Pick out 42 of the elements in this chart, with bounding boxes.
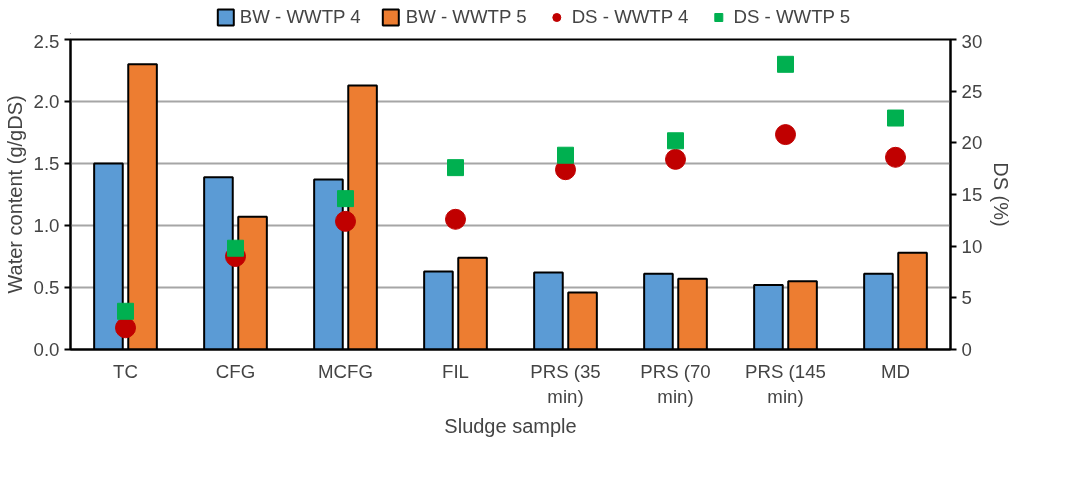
x-tick-label: PRS (145 min)	[745, 360, 826, 407]
x-tick-label: CFG	[215, 360, 256, 382]
point	[115, 317, 136, 339]
point	[775, 124, 796, 146]
point	[777, 55, 794, 73]
point	[445, 208, 466, 230]
point	[557, 146, 574, 164]
x-tick-label: TC	[113, 360, 138, 382]
x-tick-label: PRS (70 min)	[640, 360, 711, 407]
y-tick-label: 0.0	[33, 339, 60, 360]
x-tick-label: PRS (35 min)	[530, 360, 601, 407]
point	[337, 190, 354, 208]
x-tick-label: FIL	[442, 360, 469, 382]
point	[447, 159, 464, 177]
point	[667, 132, 684, 150]
y-tick-label: 1.0	[33, 215, 60, 236]
y2-tick-label: 30	[961, 30, 983, 52]
legend-label: BW - WWTP 4	[239, 6, 361, 28]
legend-label: DS - WWTP 4	[571, 6, 689, 28]
legend-label: DS - WWTP 5	[733, 6, 851, 28]
y2-tick-label: 0	[961, 339, 972, 360]
y2-axis-title: DS (%)	[990, 162, 1013, 227]
x-tick-label: MCFG	[318, 360, 373, 382]
point	[885, 146, 906, 168]
point	[117, 302, 134, 320]
y-axis-title: Water content (g/gDS)	[3, 95, 26, 294]
y2-tick-label: 25	[961, 80, 983, 102]
point	[887, 109, 904, 127]
point	[665, 148, 686, 170]
y2-tick-label: 10	[961, 235, 983, 257]
y-tick-label: 2.0	[33, 91, 60, 112]
y-tick-label: 0.5	[33, 277, 60, 298]
y2-tick-label: 20	[961, 132, 983, 154]
x-axis-title: Sludge sample	[444, 414, 577, 437]
y2-tick-label: 15	[961, 184, 983, 205]
y-tick-label: 1.5	[33, 153, 60, 174]
y2-tick-label: 5	[961, 287, 972, 309]
point	[335, 210, 356, 232]
point	[227, 239, 244, 257]
y-tick-label: 2.5	[33, 30, 60, 52]
legend-label: BW - WWTP 5	[405, 6, 527, 28]
x-tick-label: MD	[880, 360, 911, 382]
